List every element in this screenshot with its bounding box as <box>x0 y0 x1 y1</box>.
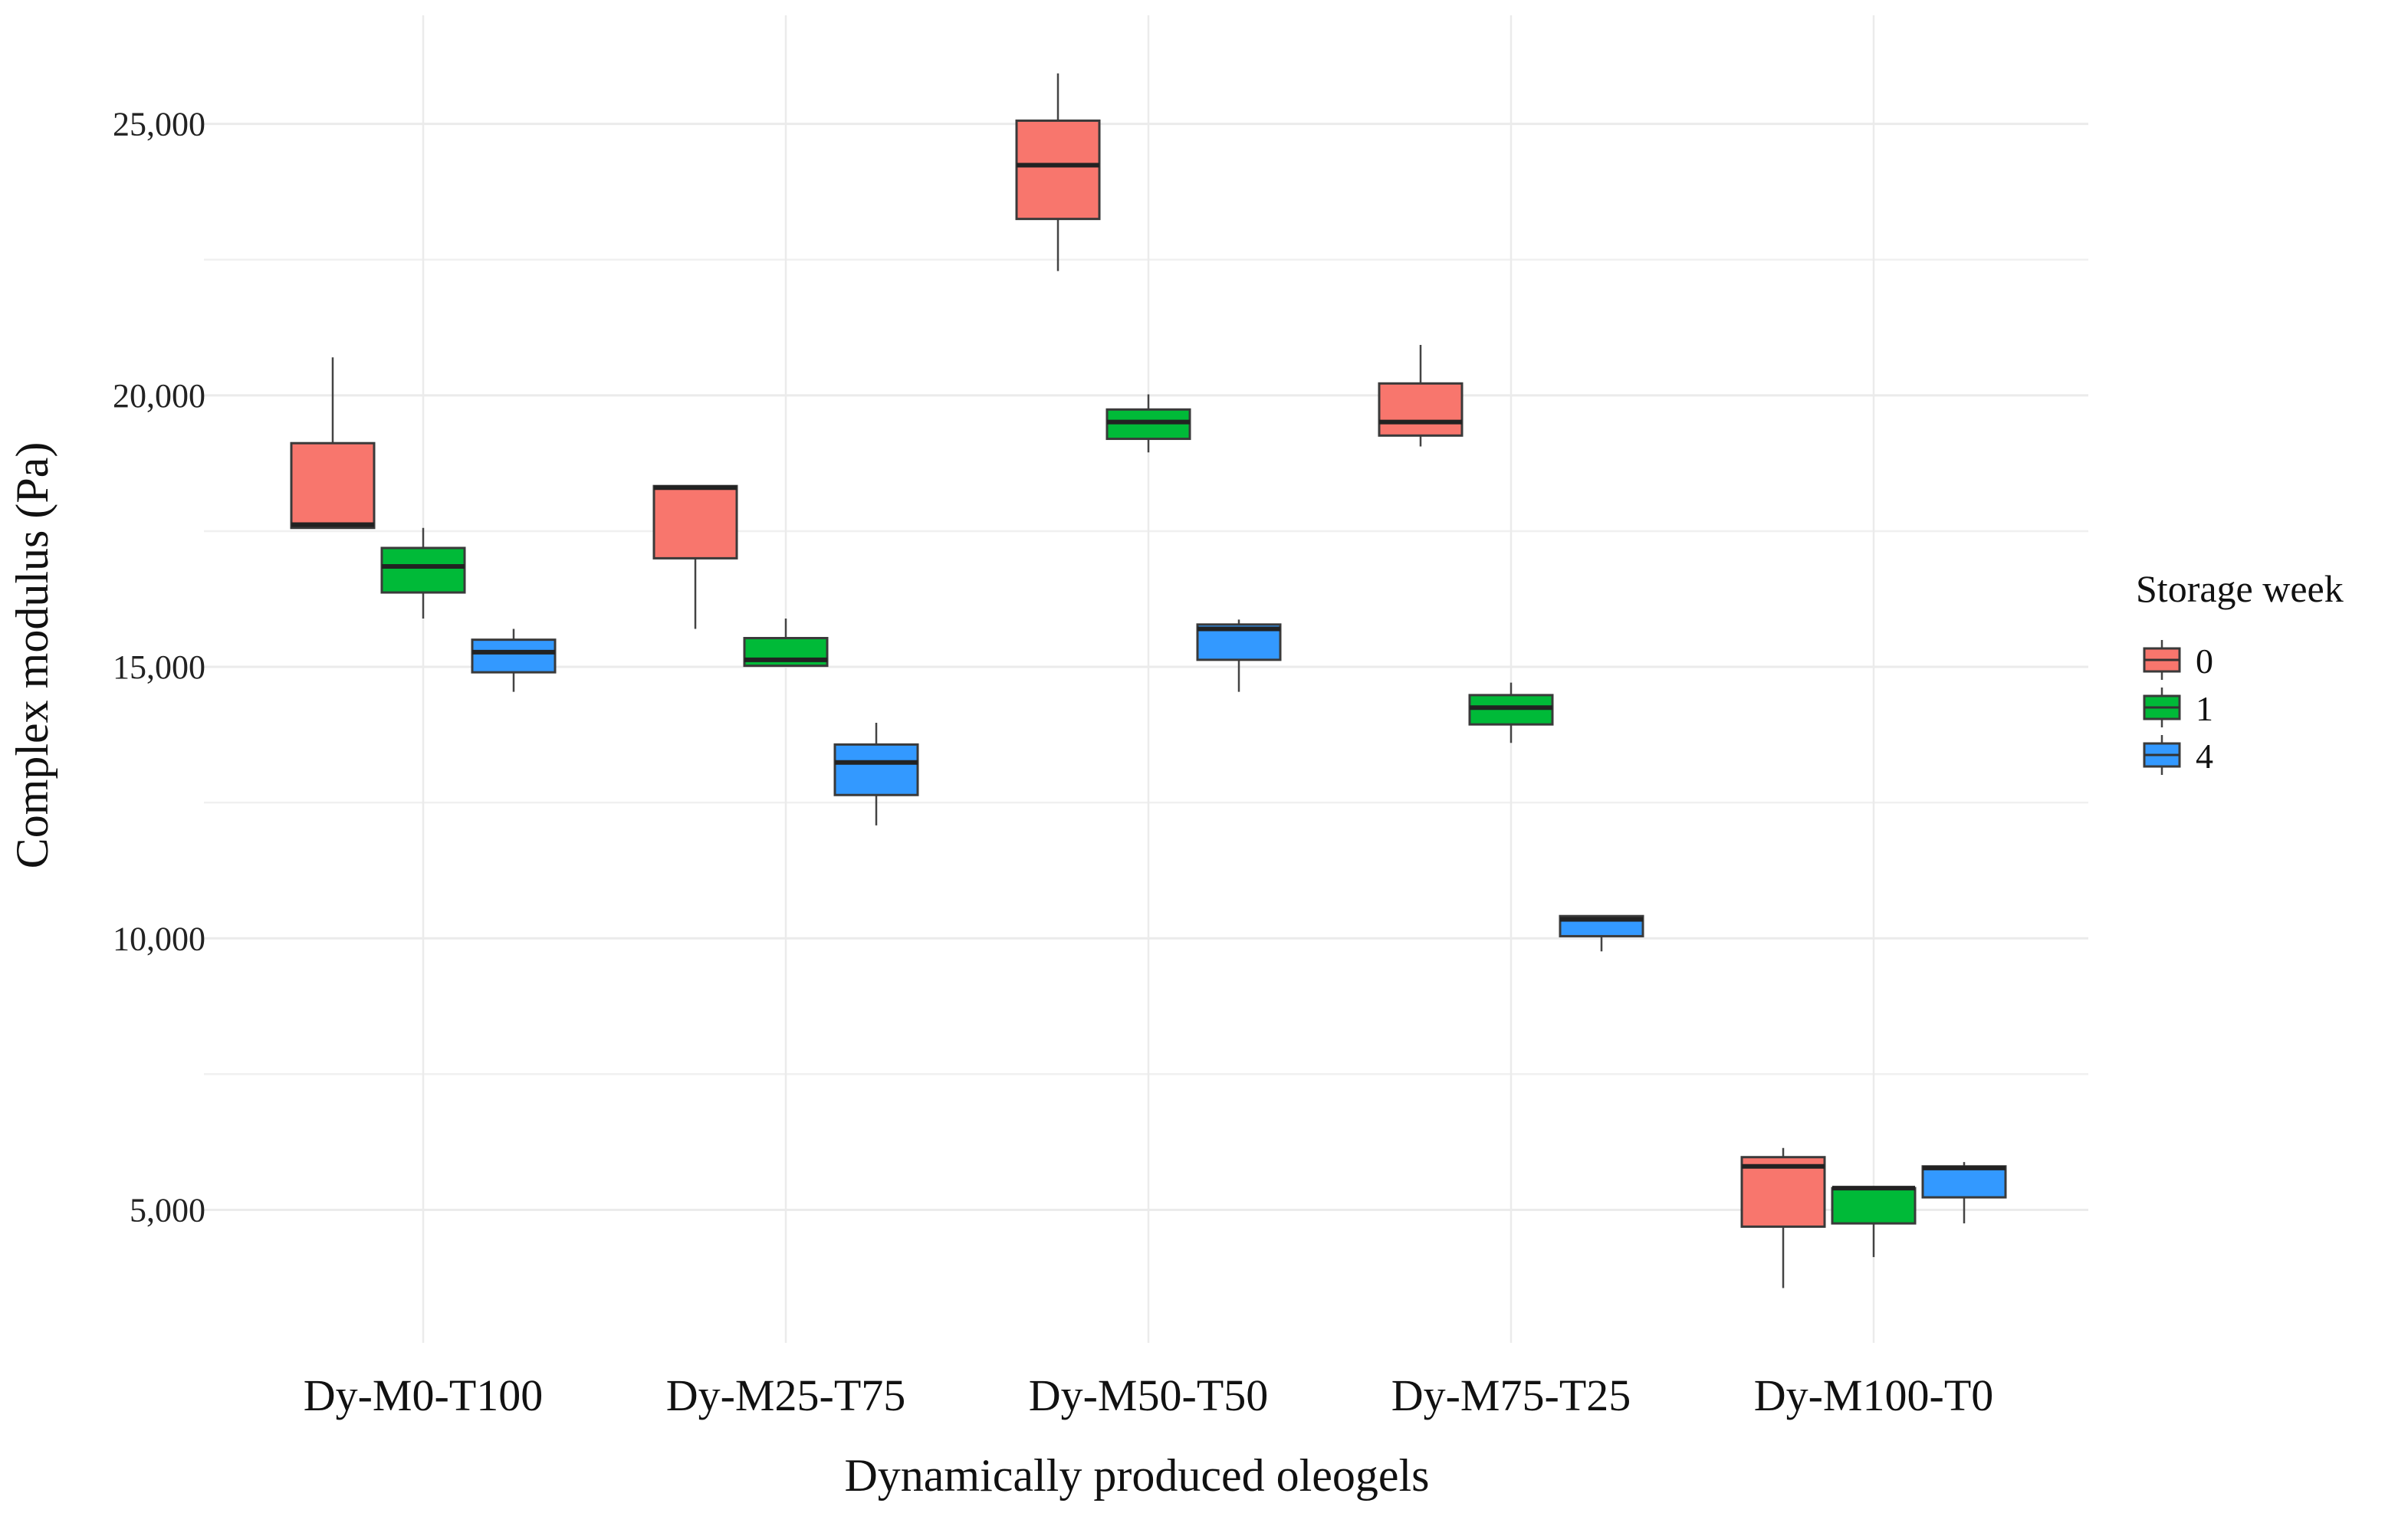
box <box>1921 1165 2007 1199</box>
box-1-Dy-M25-T75 <box>743 619 829 668</box>
box-0-Dy-M0-T100 <box>290 357 376 530</box>
box <box>1378 382 1464 437</box>
y-axis-title: Complex modulus (Pa) <box>7 442 57 869</box>
box-4-Dy-M25-T75 <box>833 723 919 825</box>
x-tick-labels: Dy-M0-T100 Dy-M25-T75 Dy-M50-T50 Dy-M75-T25… <box>304 1370 1994 1420</box>
x-tick-label: Dy-M100-T0 <box>1754 1370 1994 1420</box>
box-4-Dy-M0-T100 <box>471 629 557 692</box>
legend-entry-1: 1 <box>2143 688 2213 728</box>
box <box>290 441 376 530</box>
x-tick-label: Dy-M25-T75 <box>666 1370 906 1420</box>
y-tick-label: 15,000 <box>113 648 205 686</box>
box-0-Dy-M50-T50 <box>1015 73 1101 271</box>
box-0-Dy-M100-T0 <box>1740 1147 1826 1288</box>
box <box>471 638 557 674</box>
box-0-Dy-M25-T75 <box>652 484 738 629</box>
box-1-Dy-M100-T0 <box>1831 1186 1917 1258</box>
box-4-Dy-M50-T50 <box>1196 619 1282 692</box>
boxes <box>290 73 2007 1288</box>
box-1-Dy-M75-T25 <box>1468 682 1554 743</box>
box-4-Dy-M100-T0 <box>1921 1162 2007 1224</box>
box-1-Dy-M50-T50 <box>1105 394 1191 453</box>
box-4-Dy-M75-T25 <box>1559 914 1644 952</box>
box <box>1740 1156 1826 1228</box>
legend-entry-0: 0 <box>2143 640 2213 681</box>
y-tick-label: 10,000 <box>113 920 205 957</box>
box <box>652 484 738 560</box>
y-tick-labels: 5,000 10,000 15,000 20,000 25,000 <box>113 106 205 1229</box>
legend-entry-4: 4 <box>2143 735 2213 776</box>
x-axis-title: Dynamically produced oleogels <box>844 1450 1429 1501</box>
grid-lines <box>204 15 2088 1343</box>
x-tick-label: Dy-M0-T100 <box>304 1370 544 1420</box>
x-tick-label: Dy-M50-T50 <box>1029 1370 1269 1420</box>
box <box>380 546 466 594</box>
legend: Storage week 0 1 4 <box>2136 567 2344 776</box>
box <box>833 743 919 796</box>
legend-label: 4 <box>2196 737 2213 776</box>
box <box>1831 1186 1917 1225</box>
legend-title: Storage week <box>2136 567 2344 610</box>
y-tick-label: 20,000 <box>113 377 205 415</box>
box-1-Dy-M0-T100 <box>380 527 466 619</box>
x-tick-label: Dy-M75-T25 <box>1391 1370 1631 1420</box>
legend-label: 0 <box>2196 642 2213 681</box>
y-tick-label: 5,000 <box>130 1191 205 1229</box>
box-0-Dy-M75-T25 <box>1378 344 1464 447</box>
y-tick-label: 25,000 <box>113 106 205 143</box>
legend-label: 1 <box>2196 689 2213 728</box>
box <box>1015 119 1101 221</box>
